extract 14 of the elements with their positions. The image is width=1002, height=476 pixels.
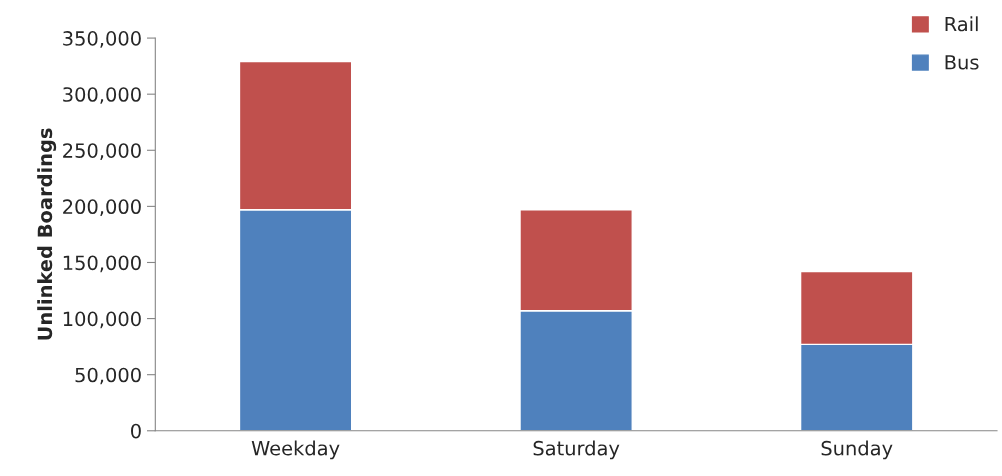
legend-label: Rail bbox=[945, 16, 978, 32]
y-tick-label: 250,000 bbox=[63, 143, 141, 160]
y-tick-label: 50,000 bbox=[75, 367, 141, 385]
y-axis-title: Unlinked Boardings bbox=[37, 128, 57, 340]
y-tick-label: 150,000 bbox=[63, 255, 141, 273]
y-tick-label: 100,000 bbox=[63, 311, 141, 329]
y-tick-label: 350,000 bbox=[63, 31, 141, 48]
x-tick-label: Weekday bbox=[251, 440, 340, 460]
y-tick-label: 300,000 bbox=[63, 87, 141, 104]
y-tick-label: 0 bbox=[131, 423, 141, 439]
x-tick-label: Saturday bbox=[533, 440, 620, 460]
x-tick-label: Sunday bbox=[821, 440, 893, 460]
legend-label: Bus bbox=[945, 55, 979, 70]
y-tick-label: 200,000 bbox=[63, 199, 141, 217]
